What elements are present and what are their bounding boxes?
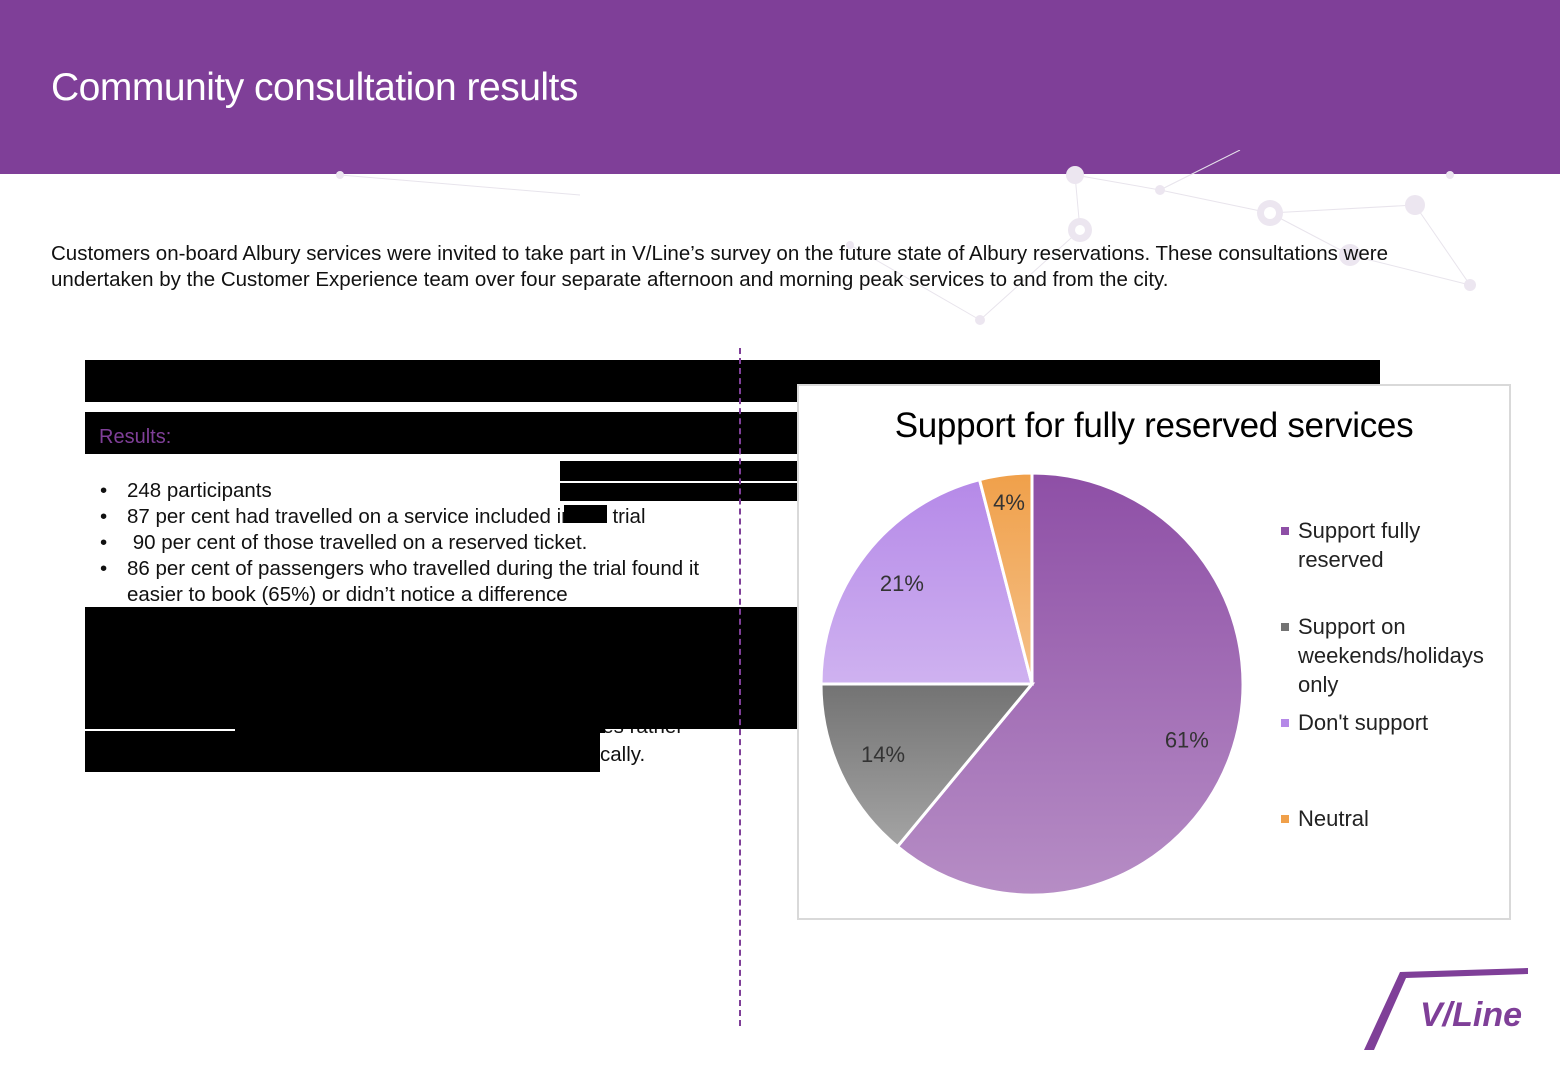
list-item: • 87 per cent had travelled on a service …	[100, 504, 700, 530]
list-item-text: 86 per cent of passengers who travelled …	[127, 557, 700, 606]
legend-swatch-icon	[1281, 527, 1289, 535]
bullet-icon: •	[100, 531, 108, 554]
legend-label: Neutral	[1298, 806, 1369, 831]
legend-item: Neutral	[1281, 804, 1498, 833]
network-background-decoration	[336, 150, 1476, 325]
list-item-text: 87 per cent had travelled on a service i…	[127, 505, 646, 528]
list-item-text: 90 per cent of those travelled on a rese…	[127, 531, 588, 554]
bullet-icon: •	[100, 479, 108, 502]
pie-slice	[977, 471, 1034, 685]
list-item: • 248 participants	[100, 478, 700, 504]
data-label: 4%	[993, 490, 1025, 515]
redaction-block	[235, 715, 605, 733]
intro-paragraph: Customers on-board Albury services were …	[51, 242, 1388, 291]
data-label: 21%	[880, 571, 924, 596]
bullet-icon: •	[100, 505, 108, 528]
redaction-block	[560, 483, 797, 501]
results-heading: Results:	[99, 426, 172, 448]
vline-logo: V/Line	[1364, 968, 1528, 1050]
redaction-block	[85, 607, 797, 729]
pie-slice	[895, 471, 1245, 897]
legend-swatch-icon	[1281, 719, 1289, 727]
header-banner: Community consultation results	[0, 0, 1560, 174]
data-label: 61%	[1165, 728, 1209, 753]
column-divider	[739, 348, 741, 1026]
svg-text:V/Line: V/Line	[1420, 996, 1522, 1034]
legend-swatch-icon	[1281, 815, 1289, 823]
pie-slice	[819, 477, 1034, 686]
redaction-block	[85, 412, 797, 454]
legend-swatch-icon	[1281, 623, 1289, 631]
legend-item: Support fully reserved	[1281, 516, 1498, 574]
residual-text: cally.	[600, 743, 646, 766]
list-item: • 86 per cent of passengers who travelled…	[100, 556, 700, 608]
results-list: • 248 participants • 87 per cent had trave…	[100, 478, 700, 608]
chart-title: Support for fully reserved services	[894, 406, 1414, 445]
list-item: • 90 per cent of those travelled on a re…	[100, 530, 700, 556]
page-title: Community consultation results	[51, 66, 578, 109]
pie-chart-svg: 61% 14% 21% 4%	[819, 471, 1245, 897]
pie-chart: Support for fully reserved services 61% 1…	[797, 384, 1511, 920]
legend-item: Support on weekends/holidays only	[1281, 612, 1498, 699]
legend-label: Don't support	[1298, 710, 1429, 735]
redaction-block	[560, 461, 797, 481]
legend-label: Support fully reserved	[1298, 518, 1421, 572]
redaction-block	[564, 505, 607, 523]
bullet-icon: •	[100, 557, 108, 580]
list-item-text: 248 participants	[127, 479, 272, 502]
legend-item: Don't support	[1281, 708, 1498, 737]
redaction-block	[85, 731, 600, 772]
pie-slice	[819, 682, 1036, 849]
data-label: 14%	[861, 742, 905, 767]
legend-label: Support on weekends/holidays only	[1298, 614, 1484, 697]
